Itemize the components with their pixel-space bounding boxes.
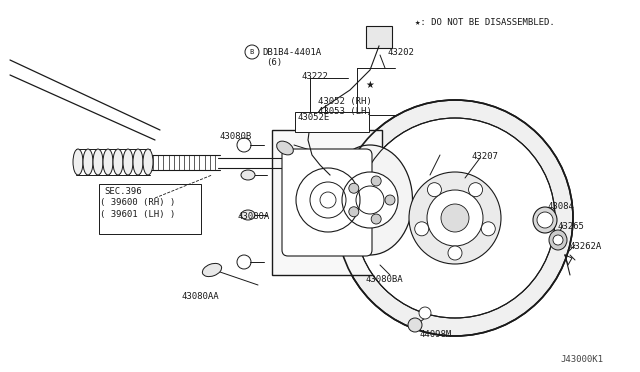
Circle shape (408, 318, 422, 332)
Circle shape (342, 172, 398, 228)
Text: 43222: 43222 (302, 72, 329, 81)
Text: 44098M: 44098M (420, 330, 452, 339)
FancyBboxPatch shape (295, 112, 369, 132)
Ellipse shape (123, 149, 133, 175)
Text: B: B (250, 49, 254, 55)
Text: 43265: 43265 (558, 222, 585, 231)
Ellipse shape (133, 149, 143, 175)
Text: SEC.396: SEC.396 (104, 187, 141, 196)
Circle shape (427, 190, 483, 246)
Ellipse shape (371, 214, 381, 224)
Circle shape (355, 118, 555, 318)
Ellipse shape (103, 149, 113, 175)
Circle shape (553, 235, 563, 245)
Text: 43080AA: 43080AA (182, 292, 220, 301)
Circle shape (419, 307, 431, 319)
FancyBboxPatch shape (366, 26, 392, 48)
Circle shape (409, 172, 501, 264)
Text: DB1B4-4401A: DB1B4-4401A (262, 48, 321, 57)
Ellipse shape (533, 207, 557, 233)
Text: 43084: 43084 (548, 202, 575, 211)
Circle shape (481, 222, 495, 236)
Ellipse shape (371, 176, 381, 186)
Ellipse shape (349, 183, 359, 193)
Text: 43207: 43207 (472, 152, 499, 161)
Ellipse shape (73, 149, 83, 175)
Ellipse shape (93, 149, 103, 175)
Text: 43080B: 43080B (220, 132, 252, 141)
Ellipse shape (349, 207, 359, 217)
Text: 43052 (RH): 43052 (RH) (318, 97, 372, 106)
Ellipse shape (241, 170, 255, 180)
Circle shape (537, 212, 553, 228)
Ellipse shape (385, 195, 395, 205)
Text: ★: DO NOT BE DISASSEMBLED.: ★: DO NOT BE DISASSEMBLED. (415, 18, 555, 27)
Text: 43080BA: 43080BA (365, 275, 403, 284)
Text: ( 39600 (RH) ): ( 39600 (RH) ) (100, 198, 175, 207)
FancyBboxPatch shape (282, 149, 372, 256)
Circle shape (415, 222, 429, 236)
Text: ( 39601 (LH) ): ( 39601 (LH) ) (100, 210, 175, 219)
Circle shape (245, 45, 259, 59)
Ellipse shape (83, 149, 93, 175)
Circle shape (337, 100, 573, 336)
Ellipse shape (113, 149, 123, 175)
Ellipse shape (549, 230, 567, 250)
Ellipse shape (328, 145, 413, 255)
Ellipse shape (276, 141, 293, 155)
Text: J43000K1: J43000K1 (560, 355, 603, 364)
Text: ★: ★ (365, 80, 374, 90)
Circle shape (441, 204, 469, 232)
Text: 43262A: 43262A (570, 242, 602, 251)
Ellipse shape (143, 149, 153, 175)
Ellipse shape (202, 263, 221, 277)
Ellipse shape (241, 210, 255, 220)
Text: 43080A: 43080A (238, 212, 270, 221)
Circle shape (468, 183, 483, 197)
Text: 43202: 43202 (388, 48, 415, 57)
Text: 43053 (LH): 43053 (LH) (318, 107, 372, 116)
Circle shape (428, 183, 442, 197)
FancyBboxPatch shape (272, 130, 382, 275)
Circle shape (448, 246, 462, 260)
Text: (6): (6) (266, 58, 282, 67)
Text: 43052E: 43052E (298, 113, 330, 122)
